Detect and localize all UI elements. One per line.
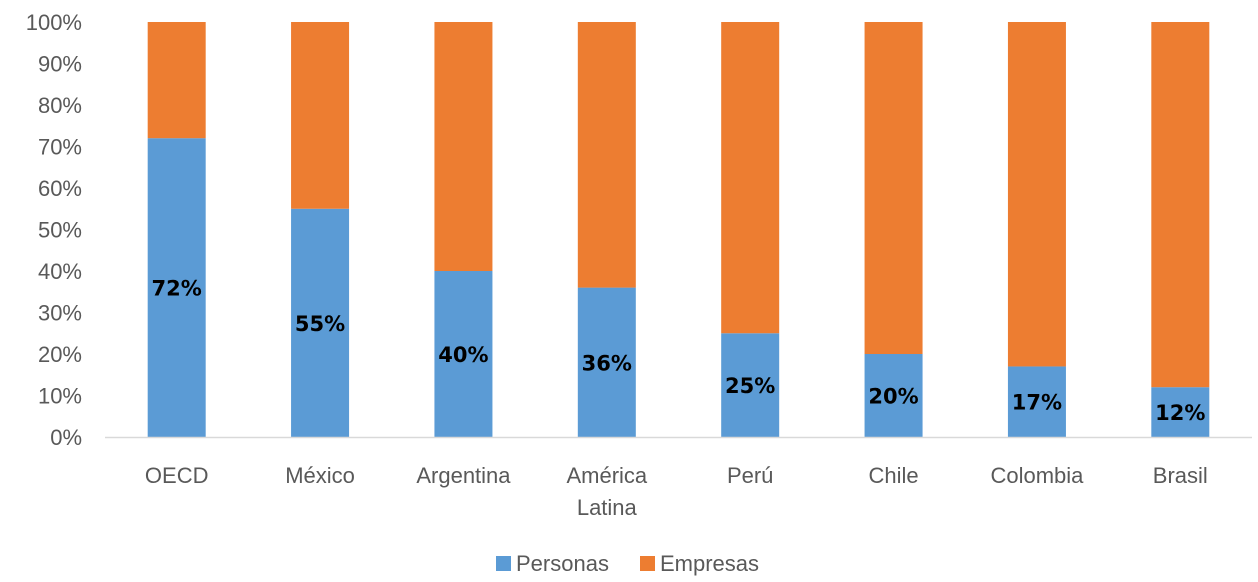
x-axis: OECD México Argentina América Latina Perú Chil… xyxy=(105,436,1252,520)
data-label: 17% xyxy=(1012,391,1062,415)
y-tick-label: 80% xyxy=(38,93,82,118)
bar-empresas xyxy=(864,22,923,354)
y-tick-label: 40% xyxy=(38,259,82,284)
bar-personas xyxy=(147,138,206,437)
legend: Personas Empresas xyxy=(496,551,759,576)
x-tick-label: Latina xyxy=(577,495,638,520)
data-label: 55% xyxy=(295,312,345,336)
bar-empresas xyxy=(577,22,636,288)
legend-label-empresas: Empresas xyxy=(660,551,759,576)
y-axis: 0% 10% 20% 30% 40% 50% 60% 70% 80% 90% 100% xyxy=(26,10,82,450)
bar-empresas xyxy=(147,22,206,139)
data-labels: 72% 55% 40% 36% 25% 20% 17% 12% xyxy=(152,277,1206,426)
y-tick-label: 30% xyxy=(38,301,82,326)
x-tick-label: México xyxy=(285,463,355,488)
y-tick-label: 10% xyxy=(38,384,82,409)
bar-personas xyxy=(864,354,923,437)
x-tick-label: América xyxy=(566,463,647,488)
data-label: 36% xyxy=(582,351,632,375)
data-label: 12% xyxy=(1155,401,1205,425)
x-tick-label: Colombia xyxy=(990,463,1084,488)
bars xyxy=(147,22,1210,437)
x-tick-label: OECD xyxy=(145,463,209,488)
data-label: 20% xyxy=(868,385,918,409)
x-tick-label: Argentina xyxy=(416,463,511,488)
y-tick-label: 90% xyxy=(38,52,82,77)
y-tick-label: 0% xyxy=(50,425,82,450)
y-tick-label: 100% xyxy=(26,10,82,35)
bar-personas xyxy=(721,333,780,437)
y-tick-label: 60% xyxy=(38,176,82,201)
bar-empresas xyxy=(721,22,780,334)
data-label: 72% xyxy=(152,277,202,301)
x-tick-label: Perú xyxy=(727,463,773,488)
y-tick-label: 50% xyxy=(38,218,82,243)
bar-personas xyxy=(1151,387,1210,437)
x-tick-label: Brasil xyxy=(1153,463,1208,488)
data-label: 40% xyxy=(438,343,488,367)
bar-personas xyxy=(291,208,350,437)
legend-swatch-personas xyxy=(496,556,511,571)
bar-personas xyxy=(1007,366,1066,437)
y-tick-label: 70% xyxy=(38,135,82,160)
bar-empresas xyxy=(1007,22,1066,367)
bar-personas xyxy=(434,271,493,437)
data-label: 25% xyxy=(725,374,775,398)
bar-empresas xyxy=(291,22,350,209)
x-tick-label: Chile xyxy=(868,463,918,488)
bar-personas xyxy=(577,287,636,437)
y-tick-label: 20% xyxy=(38,342,82,367)
legend-label-personas: Personas xyxy=(516,551,609,576)
legend-swatch-empresas xyxy=(640,556,655,571)
bar-empresas xyxy=(1151,22,1210,388)
bar-empresas xyxy=(434,22,493,271)
